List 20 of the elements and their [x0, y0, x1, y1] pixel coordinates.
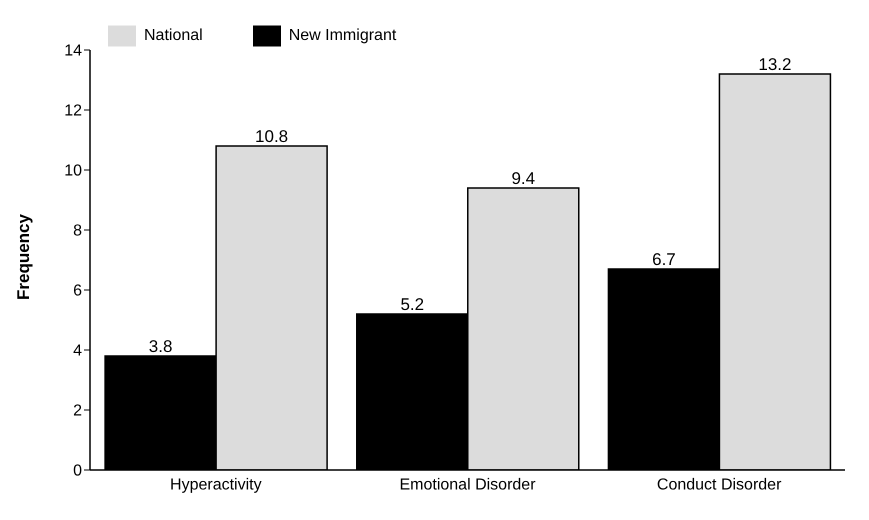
data-label: 13.2 [758, 55, 792, 74]
y-tick-label: 6 [73, 282, 82, 300]
y-tick-label: 14 [64, 42, 82, 60]
y-tick-label: 4 [73, 342, 82, 360]
x-tick-label: Conduct Disorder [656, 476, 782, 494]
x-tick-label: Hyperactivity [170, 476, 262, 494]
data-label: 9.4 [511, 169, 536, 188]
y-tick-label: 2 [73, 402, 82, 420]
data-label: 6.7 [652, 250, 676, 269]
y-axis-title: Frequency [14, 213, 34, 300]
y-tick-label: 12 [64, 102, 82, 120]
legend-label: New Immigrant [288, 27, 396, 44]
data-label: 5.2 [400, 295, 424, 314]
data-label: 10.8 [255, 127, 288, 146]
legend-label: National [144, 27, 203, 44]
y-tick-label: 8 [73, 222, 82, 240]
data-label: 3.8 [148, 337, 172, 356]
x-tick-label: Emotional Disorder [399, 476, 536, 494]
y-tick-label: 10 [64, 162, 82, 180]
y-tick-label: 0 [73, 462, 82, 480]
